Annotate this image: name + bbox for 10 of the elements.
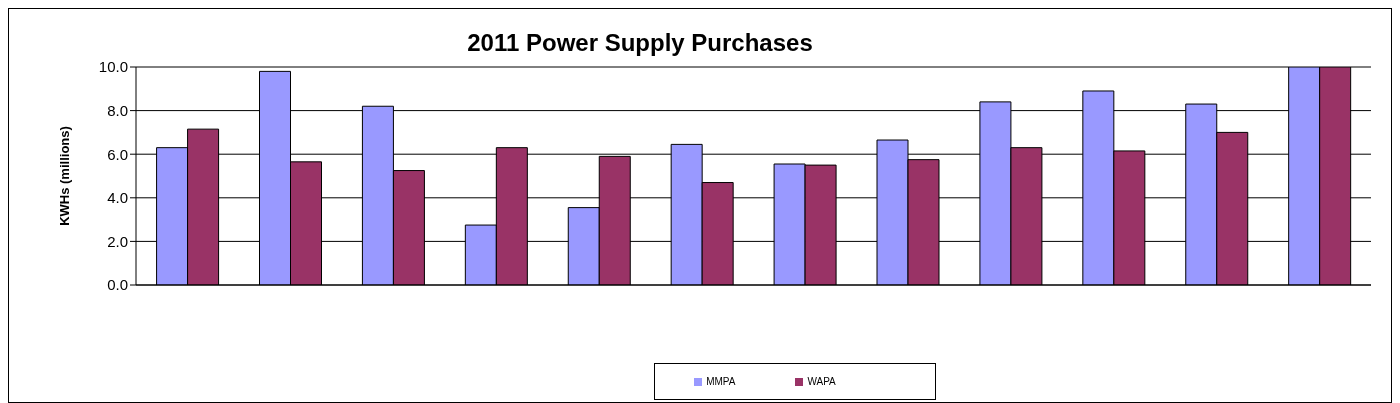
legend-label: WAPA (807, 376, 836, 387)
y-tick-label: 8.0 (107, 101, 128, 119)
y-tick-label: 6.0 (107, 145, 128, 163)
y-axis-title: KWHs (millions) (56, 126, 72, 226)
y-tick-label: 10.0 (98, 58, 128, 76)
legend-label: MMPA (706, 376, 736, 387)
chart-title: 2011 Power Supply Purchases (467, 29, 813, 56)
y-tick-label: 0.0 (107, 276, 128, 294)
y-tick-label: 4.0 (107, 189, 128, 207)
y-tick-label: 2.0 (107, 232, 128, 250)
